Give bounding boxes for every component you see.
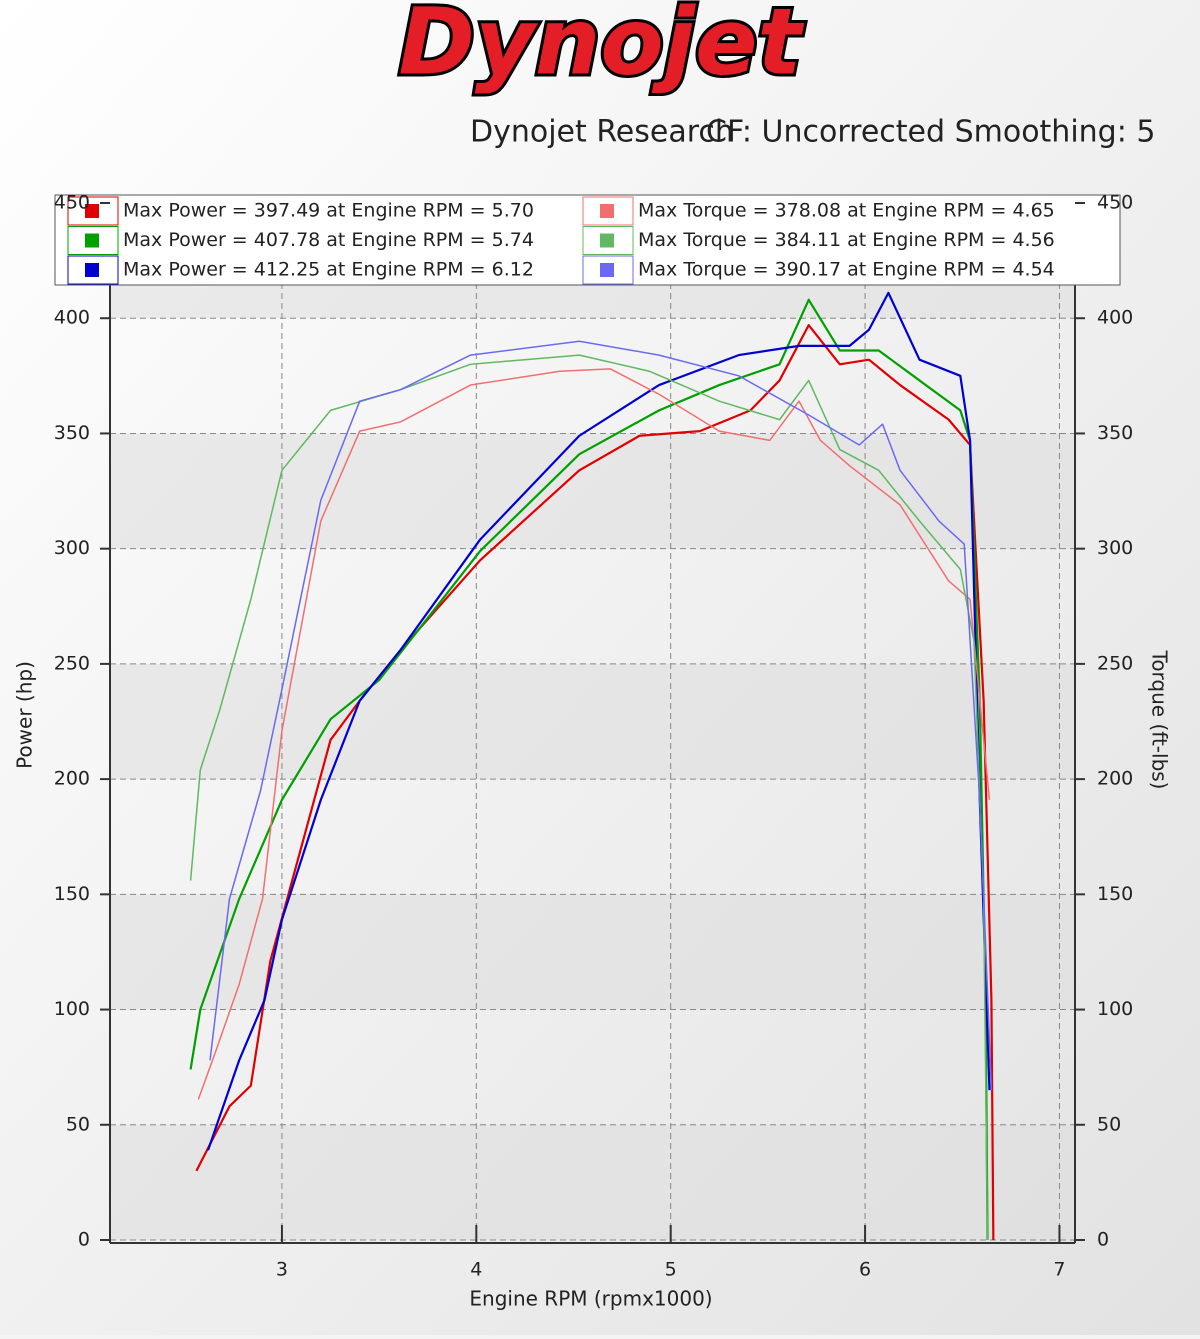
y2-tick-label: 400: [1097, 307, 1133, 329]
legend-label: Max Torque = 390.17 at Engine RPM = 4.54: [638, 259, 1055, 281]
y-tick-label: 200: [54, 768, 90, 790]
legend-swatch: [85, 204, 99, 218]
chart-subtitle: CF: Uncorrected Smoothing: 5: [706, 115, 1155, 150]
plot-band: [110, 663, 1075, 780]
power-line: [207, 291, 991, 1151]
x-tick-label: 7: [1053, 1259, 1065, 1281]
y-tick-label: 0: [78, 1229, 90, 1251]
chart-title: Dynojet Research: [470, 115, 734, 150]
y2-tick-label: 150: [1097, 883, 1133, 905]
legend-swatch: [600, 263, 614, 277]
torque-line: [197, 368, 991, 1100]
plot-band: [110, 433, 1075, 549]
y-tick-label: 350: [54, 422, 90, 444]
y-tick-label: 400: [54, 307, 90, 329]
logo: Dynojet: [399, 0, 805, 95]
x-tick-label: 4: [470, 1259, 482, 1281]
legend-label: Max Power = 412.25 at Engine RPM = 6.12: [123, 259, 534, 281]
x-tick-label: 6: [859, 1259, 871, 1281]
y2-axis-title: Torque (ft-lbs): [1148, 650, 1172, 790]
y2-tick-label: 50: [1097, 1113, 1121, 1135]
torque-line: [189, 354, 989, 1241]
x-axis-title: Engine RPM (rpmx1000): [469, 1287, 712, 1311]
y2-tick-label: 250: [1097, 652, 1133, 674]
legend-label: Max Power = 397.49 at Engine RPM = 5.70: [123, 200, 534, 222]
plot-band: [110, 894, 1075, 1010]
legend-label: Max Torque = 378.08 at Engine RPM = 4.65: [638, 200, 1055, 222]
plot-band: [110, 1124, 1075, 1240]
y-tick-label: 450: [54, 192, 90, 214]
y-axis-title: Power (hp): [13, 661, 37, 769]
legend-swatch: [85, 263, 99, 277]
legend-swatch: [600, 233, 614, 248]
y2-tick-label: 300: [1097, 537, 1133, 559]
y2-tick-label: 350: [1097, 422, 1133, 444]
legend-swatch: [85, 233, 99, 248]
legend-label: Max Torque = 384.11 at Engine RPM = 4.56: [638, 229, 1055, 251]
x-tick-label: 3: [276, 1259, 288, 1281]
y2-tick-label: 0: [1097, 1229, 1109, 1251]
y-tick-label: 300: [54, 537, 90, 559]
y2-tick-label: 450: [1097, 192, 1133, 214]
y-tick-label: 100: [54, 998, 90, 1020]
y-tick-label: 150: [54, 883, 90, 905]
legend: Max Power = 397.49 at Engine RPM = 5.70 M…: [54, 194, 1121, 286]
torque-line: [209, 340, 993, 1091]
x-tick-label: 5: [665, 1259, 677, 1281]
y-tick-label: 50: [66, 1113, 90, 1135]
legend-label: Max Power = 407.78 at Engine RPM = 5.74: [123, 229, 534, 251]
y2-tick-label: 100: [1097, 998, 1133, 1020]
legend-swatch: [600, 204, 614, 218]
y-tick-label: 250: [54, 652, 90, 674]
y2-tick-label: 200: [1097, 768, 1133, 790]
